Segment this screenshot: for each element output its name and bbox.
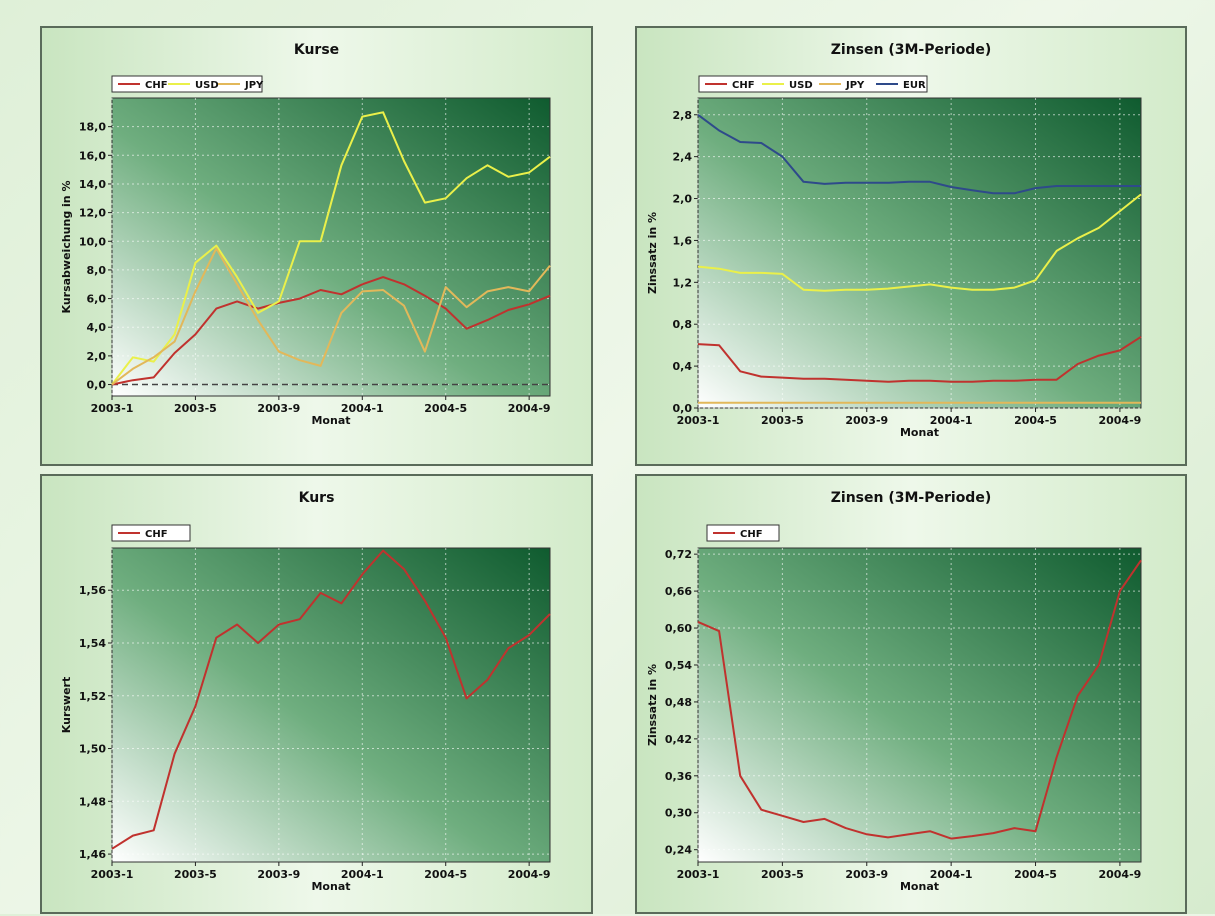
x-axis-label: Monat (311, 880, 350, 893)
y-tick-label: 0,36 (665, 770, 692, 783)
y-tick-label: 1,54 (79, 637, 106, 650)
panel-zinsen-chf: Zinsen (3M-Periode) 0,24 0,30 0,36 0,42 0,48… (635, 474, 1187, 914)
x-tick-label: 2004-9 (1098, 868, 1141, 881)
legend-label-usd: USD (789, 80, 813, 91)
legend (111, 524, 191, 542)
legend-label-usd: USD (195, 80, 219, 91)
y-tick-label: 6,0 (87, 293, 107, 306)
x-tick-label: 2004-5 (424, 868, 467, 881)
y-tick-label: 16,0 (79, 149, 106, 162)
x-tick-label: 2003-9 (845, 868, 888, 881)
y-axis-label: Kurswert (60, 677, 73, 733)
y-tick-label: 0,42 (665, 733, 692, 746)
x-tick-label: 2003-5 (174, 402, 217, 415)
x-tick-label: 2003-5 (174, 868, 217, 881)
y-tick-label: 8,0 (87, 264, 107, 277)
y-tick-label: 14,0 (79, 178, 106, 191)
x-axis-label: Monat (900, 426, 939, 439)
y-tick-label: 0,48 (665, 696, 692, 709)
x-tick-label: 2003-1 (677, 414, 720, 427)
x-tick-label: 2004-1 (341, 868, 384, 881)
y-tick-label: 0,8 (673, 318, 693, 331)
series-line-chf (697, 559, 1142, 840)
legend-label-chf: CHF (145, 80, 168, 91)
y-tick-label: 1,46 (79, 848, 106, 861)
chart-title: Kurse (293, 42, 340, 58)
y-tick-label: 0,24 (665, 844, 692, 857)
y-tick-label: 1,56 (79, 584, 106, 597)
y-tick-label: 0,66 (665, 585, 692, 598)
legend-label-eur: EUR (903, 80, 926, 91)
series-line-chf (697, 335, 1142, 383)
x-tick-label: 2004-1 (930, 414, 973, 427)
x-tick-label: 2003-5 (761, 868, 804, 881)
y-tick-label: 10,0 (79, 235, 106, 248)
x-tick-label: 2004-5 (1014, 414, 1057, 427)
y-axis-label: Zinssatz in % (646, 212, 659, 294)
y-tick-label: 0,60 (665, 622, 692, 635)
series-line-usd (697, 193, 1142, 292)
x-tick-label: 2004-5 (1014, 868, 1057, 881)
legend (706, 524, 780, 542)
x-tick-label: 2003-1 (677, 868, 720, 881)
panel-kurs: Kurs 1,46 1,48 1,50 1,52 1,54 1,56 2003-1 2003-… (40, 474, 593, 914)
y-tick-label: 0,4 (673, 360, 693, 373)
series-line-chf (111, 276, 551, 386)
y-tick-label: 2,0 (87, 350, 107, 363)
y-tick-label: 4,0 (87, 321, 107, 334)
x-tick-label: 2003-9 (257, 868, 300, 881)
chart-zinsen-chf: 0,24 0,30 0,36 0,42 0,48 0,54 0,60 0,66 0,72 2003… (646, 524, 1142, 893)
y-tick-label: 2,4 (673, 151, 693, 164)
x-tick-label: 2003-5 (761, 414, 804, 427)
chart-kurse: 0,0 2,0 4,0 6,0 8,0 10,0 12,0 14,0 16,0 18,0 2003-… (60, 75, 551, 427)
x-tick-label: 2003-1 (91, 402, 134, 415)
x-tick-label: 2003-1 (91, 868, 134, 881)
chart-title: Kurs (298, 490, 335, 506)
series-line-jpy (111, 247, 551, 386)
y-tick-label: 1,6 (673, 234, 693, 247)
x-tick-label: 2004-5 (424, 402, 467, 415)
chart-zinsen-multi: 0,0 0,4 0,8 1,2 1,6 2,0 2,4 2,8 2003-1 2003-5 2003… (646, 75, 1142, 439)
chart-kurs: 1,46 1,48 1,50 1,52 1,54 1,56 2003-1 2003-5 2003… (60, 524, 551, 893)
y-tick-label: 0,0 (673, 402, 693, 415)
x-tick-label: 2004-1 (341, 402, 384, 415)
y-tick-label: 0,72 (665, 548, 692, 561)
x-axis-label: Monat (311, 414, 350, 427)
y-tick-label: 1,2 (673, 276, 693, 289)
y-tick-label: 1,52 (79, 690, 106, 703)
panel-kurse: Kurse 0,0 2,0 4,0 6,0 8,0 10,0 12,0 14,0 16,0 18,… (40, 26, 593, 466)
legend-label-chf: CHF (740, 529, 763, 540)
legend-label-chf: CHF (732, 80, 755, 91)
x-tick-label: 2004-9 (1098, 414, 1141, 427)
chart-title: Zinsen (3M-Periode) (830, 42, 992, 58)
series-line-eur (697, 113, 1141, 195)
legend-label-jpy: JPY (244, 80, 264, 91)
y-tick-label: 0,54 (665, 659, 692, 672)
series-line-usd (111, 111, 551, 386)
y-tick-label: 18,0 (79, 121, 106, 134)
y-axis-label: Kursabweichung in % (60, 181, 73, 314)
y-tick-label: 1,50 (79, 743, 106, 756)
y-axis-label: Zinssatz in % (646, 664, 659, 746)
y-tick-label: 1,48 (79, 795, 106, 808)
y-tick-label: 2,8 (673, 109, 693, 122)
x-tick-label: 2004-9 (508, 868, 551, 881)
x-tick-label: 2004-1 (930, 868, 973, 881)
legend-label-jpy: JPY (845, 80, 865, 91)
x-tick-label: 2003-9 (845, 414, 888, 427)
x-axis-label: Monat (900, 880, 939, 893)
y-tick-label: 12,0 (79, 207, 106, 220)
panel-zinsen-multi: Zinsen (3M-Periode) 0,0 0,4 0,8 1,2 1,6 2,0 2,… (635, 26, 1187, 466)
y-tick-label: 0,30 (665, 807, 692, 820)
x-tick-label: 2004-9 (508, 402, 551, 415)
legend-label-chf: CHF (145, 529, 168, 540)
legend (698, 75, 928, 93)
series-line-chf (111, 549, 551, 850)
y-tick-label: 2,0 (673, 193, 693, 206)
y-tick-label: 0,0 (87, 379, 107, 392)
chart-title: Zinsen (3M-Periode) (830, 490, 992, 506)
x-tick-label: 2003-9 (257, 402, 300, 415)
